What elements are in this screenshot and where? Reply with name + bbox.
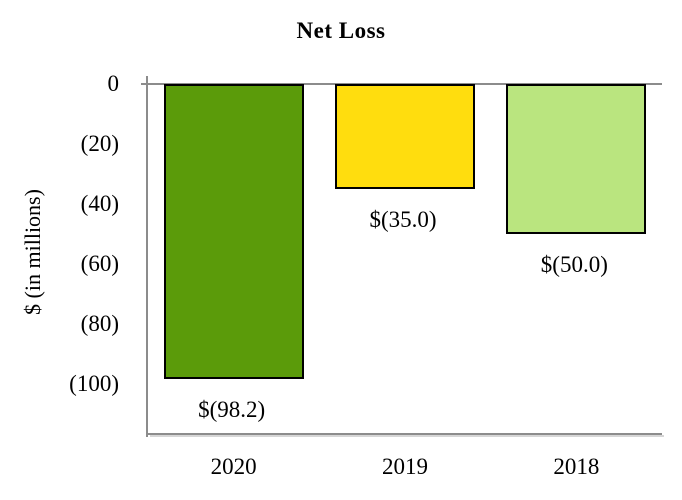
- category-label: 2018: [553, 454, 600, 479]
- y-tick-label: (60): [80, 251, 119, 276]
- bar-2019: [335, 84, 475, 189]
- y-tick-label: (40): [80, 191, 119, 216]
- bar-value-label: $(98.2): [198, 396, 266, 422]
- category-label: 2019: [382, 454, 428, 479]
- x-axis-line: [148, 433, 662, 435]
- category-label: 2020: [210, 454, 257, 479]
- bar-2018: [506, 84, 647, 234]
- y-tick-label: 0: [107, 71, 120, 96]
- bar-value-label: $(35.0): [369, 207, 437, 232]
- y-tick-label: (100): [69, 371, 119, 396]
- y-tick-label: (20): [80, 131, 119, 156]
- bar-2020: [163, 84, 304, 379]
- chart-title: Net Loss: [296, 18, 386, 43]
- y-tick-label: (80): [80, 311, 119, 336]
- y-axis-line: [146, 76, 148, 437]
- bar-value-label: $(50.0): [540, 252, 608, 277]
